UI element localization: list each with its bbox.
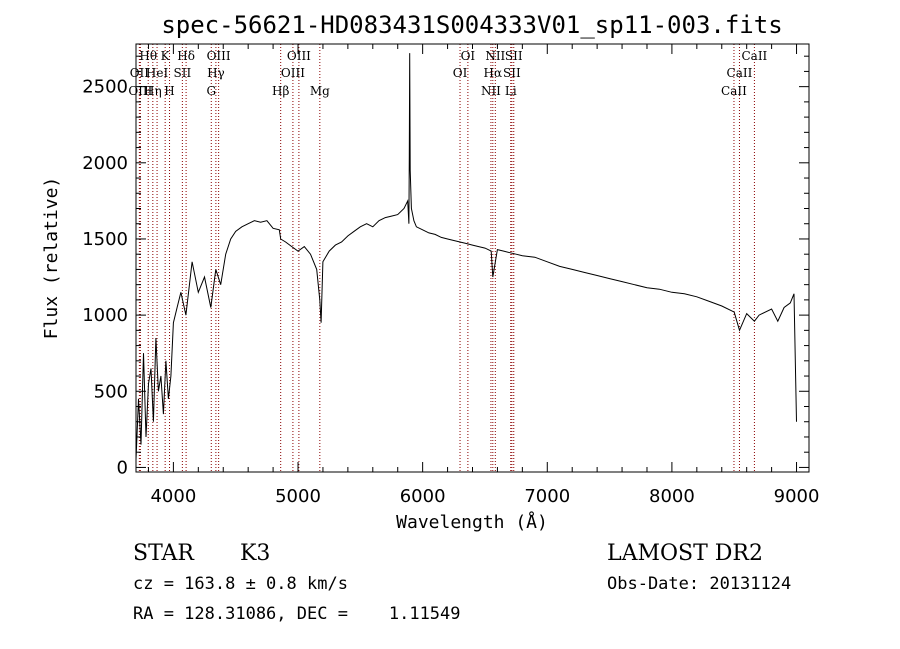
line-label: HeI	[146, 66, 169, 80]
x-axis-label: Wavelength (Å)	[396, 511, 548, 533]
line-label: Mg	[310, 84, 330, 98]
chart-title: spec-56621-HD083431S004333V01_sp11-003.f…	[161, 11, 782, 39]
observation-date: Obs-Date: 20131124	[607, 574, 791, 594]
line-label: H	[164, 84, 174, 98]
line-label: Hη	[144, 84, 162, 98]
y-tick-label: 2000	[82, 153, 128, 174]
x-tick-label: 9000	[774, 486, 820, 507]
y-tick-label: 0	[117, 457, 128, 478]
line-label: OIII	[128, 84, 152, 98]
line-label: Li	[505, 84, 517, 98]
y-axis-ticks: 0 500 1000 1500 2000 2500	[82, 55, 809, 478]
line-label: NII	[485, 49, 505, 63]
subclass: K3	[240, 541, 270, 566]
line-label: NII	[481, 84, 501, 98]
redshift-cz: cz = 163.8 ± 0.8 km/s	[133, 574, 348, 594]
line-label: Hα	[484, 66, 503, 80]
line-label: Hθ	[139, 49, 157, 63]
line-label: OIII	[287, 49, 311, 63]
x-tick-label: 6000	[400, 486, 446, 507]
spectrum-line	[135, 53, 797, 460]
x-tick-label: 7000	[524, 486, 570, 507]
line-label: CaII	[727, 66, 753, 80]
coordinates: RA = 128.31086, DEC = 1.11549	[133, 604, 461, 624]
y-axis-label: Flux (relative)	[41, 177, 62, 340]
y-tick-label: 500	[94, 381, 128, 402]
line-label: K	[161, 49, 171, 63]
survey-name: LAMOST DR2	[607, 541, 763, 566]
line-label: Hδ	[177, 49, 195, 63]
y-tick-label: 1000	[82, 305, 128, 326]
line-label: SII	[503, 66, 521, 80]
spectral-line-labels: OIIOIIIHθHηHeIKHSIIHδGHγOIIIHβOIIIOIIIMg…	[128, 49, 767, 98]
x-tick-label: 5000	[275, 486, 321, 507]
y-tick-label: 2500	[82, 77, 128, 98]
line-label: OIII	[281, 66, 305, 80]
line-label: CaII	[721, 84, 747, 98]
line-label: OI	[453, 66, 468, 80]
line-label: SII	[174, 66, 192, 80]
line-label: SII	[505, 49, 523, 63]
spectral-line-markers	[138, 44, 755, 472]
line-label: G	[206, 84, 216, 98]
line-label: OI	[461, 49, 476, 63]
line-label: Hβ	[272, 84, 289, 98]
plot-frame	[135, 43, 810, 473]
line-label: OII	[130, 66, 150, 80]
line-label: OIII	[207, 49, 231, 63]
x-tick-label: 4000	[150, 486, 196, 507]
x-tick-label: 8000	[649, 486, 695, 507]
object-class: STAR	[133, 541, 195, 566]
x-axis-ticks: 4000 5000 6000 7000 8000 9000	[147, 44, 820, 507]
line-label: CaII	[741, 49, 767, 63]
line-label: Hγ	[207, 66, 225, 80]
y-tick-label: 1500	[82, 229, 128, 250]
